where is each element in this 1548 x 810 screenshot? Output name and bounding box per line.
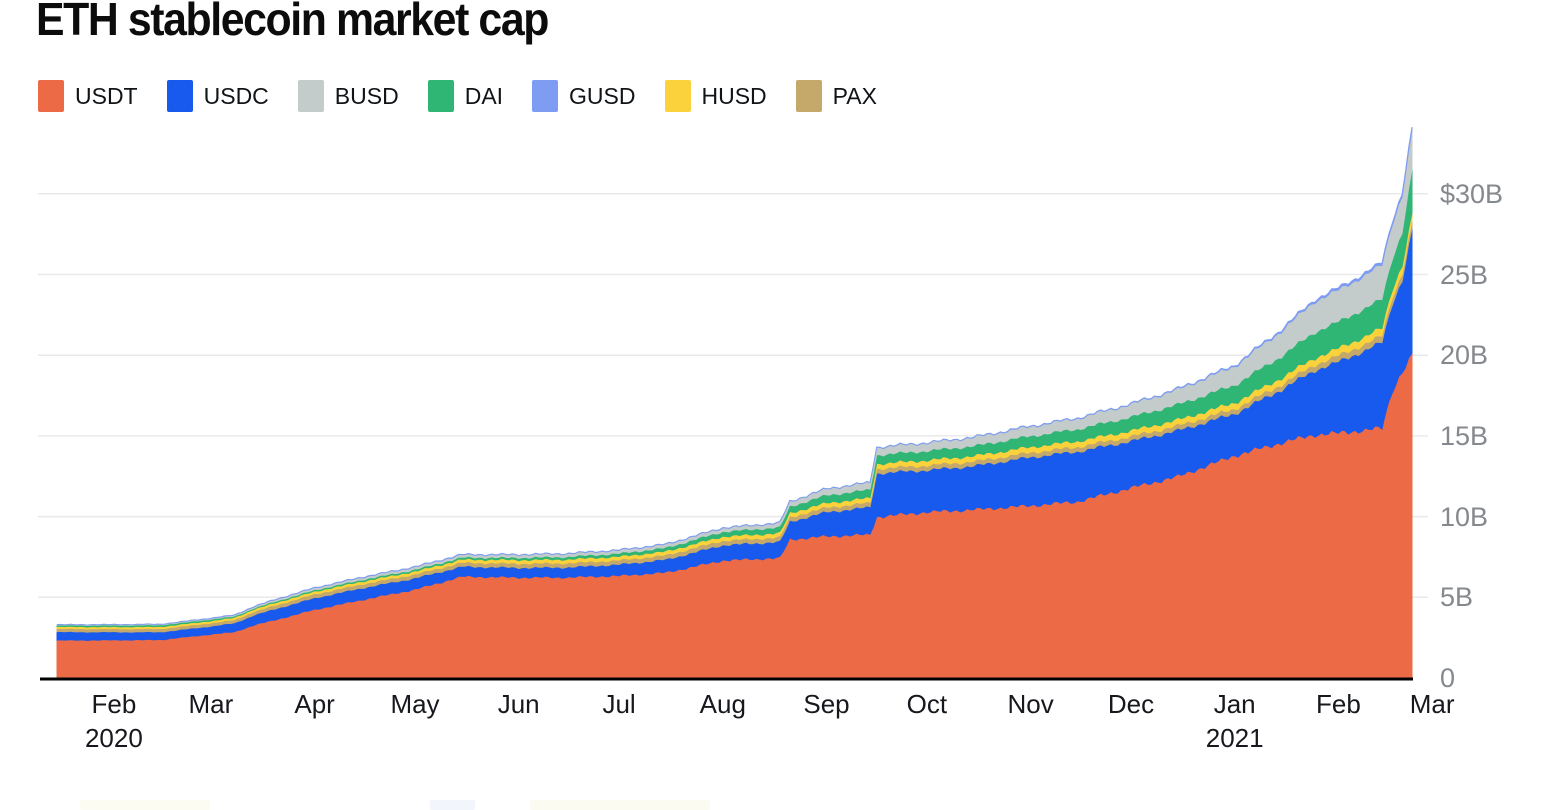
x-tick-label: Sep	[803, 689, 850, 719]
legend-item-pax[interactable]: PAX	[795, 80, 877, 112]
cutoff-footer-smudge	[80, 800, 210, 810]
legend-label: BUSD	[334, 82, 399, 109]
legend-label: USDC	[203, 82, 269, 109]
y-tick-label: 10B	[1440, 501, 1489, 532]
legend-label: DAI	[464, 82, 504, 109]
x-tick-label: Dec	[1107, 689, 1155, 719]
legend-item-busd[interactable]: BUSD	[297, 80, 399, 112]
legend-item-usdt[interactable]: USDT	[38, 80, 138, 112]
cutoff-footer-smudge	[530, 800, 710, 810]
x-tick-label: Jun	[497, 689, 540, 719]
y-tick-label: 25B	[1440, 259, 1489, 290]
legend-item-husd[interactable]: HUSD	[664, 80, 767, 112]
legend-swatch-icon	[532, 80, 559, 112]
legend-label: HUSD	[701, 82, 767, 109]
cutoff-footer-smudge	[430, 800, 475, 810]
y-tick-label: 20B	[1440, 340, 1489, 371]
x-tick-label: Feb	[91, 689, 137, 719]
chart-title: ETH stablecoin market cap	[36, 0, 549, 45]
x-tick-label: Jul	[602, 689, 636, 719]
chart-legend: USDT USDC BUSD DAI GUSD HUSD PAX	[38, 80, 877, 112]
y-tick-label: 5B	[1440, 582, 1474, 613]
x-tick-label: May	[390, 689, 440, 719]
x-tick-label: Jan	[1213, 689, 1256, 719]
x-tick-label: Apr	[294, 689, 335, 719]
x-tick-year-label: 2020	[84, 723, 143, 753]
legend-label: USDT	[75, 82, 138, 109]
area-gusd	[56, 127, 1413, 626]
y-tick-label: 0	[1440, 663, 1456, 693]
legend-swatch-icon	[166, 80, 193, 112]
legend-item-usdc[interactable]: USDC	[166, 80, 269, 112]
y-tick-label: $30B	[1440, 178, 1504, 209]
legend-swatch-icon	[427, 80, 454, 112]
legend-swatch-icon	[795, 80, 822, 112]
legend-label: GUSD	[569, 82, 636, 109]
legend-swatch-icon	[664, 80, 691, 112]
legend-item-gusd[interactable]: GUSD	[532, 80, 636, 112]
y-tick-label: 15B	[1440, 420, 1489, 451]
x-tick-year-label: 2021	[1205, 723, 1264, 753]
x-tick-label: Mar	[1409, 689, 1455, 719]
legend-item-dai[interactable]: DAI	[427, 80, 504, 112]
legend-swatch-icon	[38, 80, 64, 112]
legend-swatch-icon	[297, 80, 324, 112]
x-tick-label: Feb	[1315, 689, 1361, 719]
x-tick-label: Aug	[699, 689, 746, 719]
x-tick-label: Mar	[188, 689, 234, 719]
x-tick-label: Oct	[906, 689, 948, 719]
x-tick-label: Nov	[1007, 689, 1054, 719]
legend-label: PAX	[832, 82, 877, 109]
